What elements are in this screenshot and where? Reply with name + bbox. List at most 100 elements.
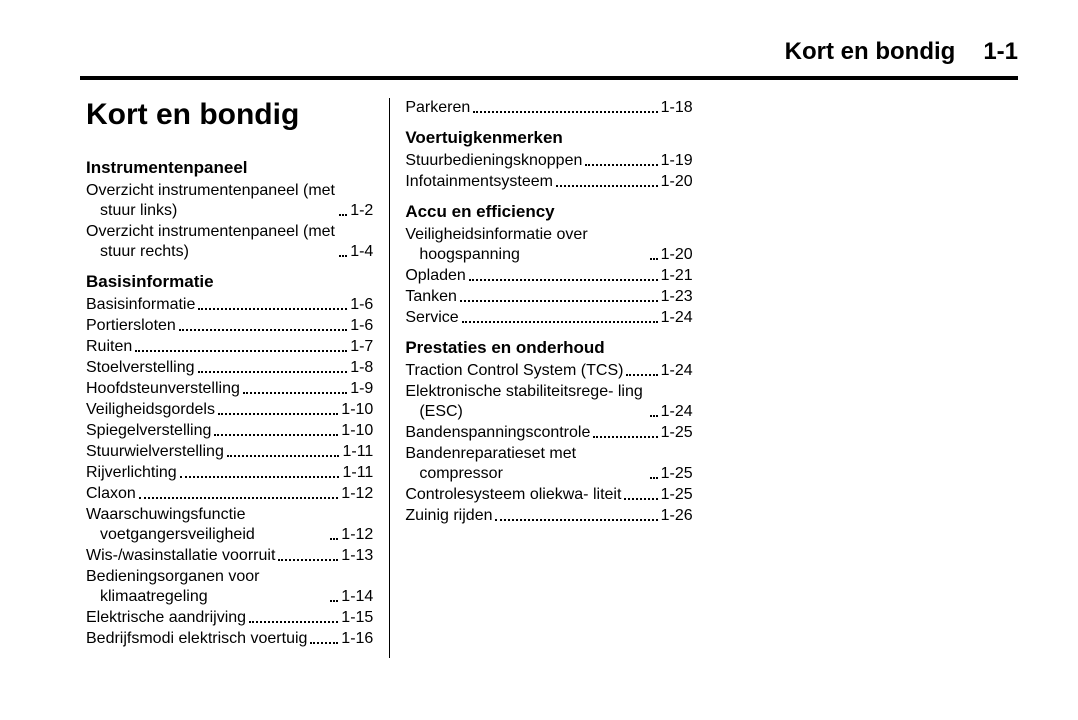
toc-entry-page: 1-2 [350,201,373,221]
toc-leader-dots [218,413,338,415]
toc-entry-label: Spiegelverstelling [100,421,211,441]
toc-leader-dots [462,321,658,323]
toc-entry: Overzicht instrumentenpaneel (met stuur … [86,181,373,221]
toc-entry-page: 1-16 [341,629,373,649]
toc-leader-dots [339,255,347,257]
header-rule [80,76,1018,80]
toc-leader-dots [495,519,657,521]
toc-entry-page: 1-26 [661,506,693,526]
toc-entry: Tanken1-23 [405,287,692,307]
toc-entry-label: Veiligheidsgordels [100,400,215,420]
toc-entry-label: Controlesysteem oliekwa- liteit [419,485,621,505]
toc-leader-dots [469,279,658,281]
toc-entry: Opladen 1-21 [405,266,692,286]
toc-entry-label: Service [419,308,458,328]
toc-entry: Spiegelverstelling 1-10 [86,421,373,441]
toc-entry-page: 1-18 [661,98,693,118]
toc-leader-dots [179,329,347,331]
toc-section-heading: Basisinformatie [86,272,373,292]
toc-entry-page: 1-10 [341,400,373,420]
toc-entry: Waarschuwingsfunctie voetgangersveilighe… [86,505,373,545]
toc-entry-label: Overzicht instrumentenpaneel (met stuur … [100,222,336,262]
toc-entry-page: 1-23 [661,287,693,307]
toc-entry-label: Basisinformatie [100,295,195,315]
toc-leader-dots [180,476,340,478]
toc-entry-label: Waarschuwingsfunctie voetgangersveilighe… [100,505,327,545]
toc-leader-dots [460,300,658,302]
toc-leader-dots [249,621,338,623]
toc-entry-label: Hoofdsteunverstelling [100,379,240,399]
toc-leader-dots [227,455,340,457]
toc-section-heading: Voertuigkenmerken [405,128,692,148]
toc-entry-label: Opladen [419,266,466,286]
toc-entry: Hoofdsteunverstelling1-9 [86,379,373,399]
toc-leader-dots [198,371,348,373]
header-title: Kort en bondig [785,38,956,65]
toc-section-heading: Prestaties en onderhoud [405,338,692,358]
toc-entry-label: Bedieningsorganen voor klimaatregeling [100,567,327,607]
toc-entry-page: 1-25 [661,464,693,484]
toc-entry: Stuurwielverstelling 1-11 [86,442,373,462]
toc-entry-page: 1-24 [661,361,693,381]
toc-entry-page: 1-10 [341,421,373,441]
toc-entry-page: 1-24 [661,402,693,422]
toc-entry-label: Stuurwielverstelling [100,442,224,462]
toc-entry-page: 1-19 [661,151,693,171]
toc-leader-dots [626,374,657,376]
toc-entry-page: 1-12 [341,525,373,545]
toc-entry: Claxon1-12 [86,484,373,504]
toc-entry-page: 1-13 [341,546,373,566]
toc-entry-label: Elektronische stabiliteitsrege- ling (ES… [419,382,646,422]
toc-content: Kort en bondig Instrumentenpaneel Overzic… [80,98,1018,658]
toc-leader-dots [593,436,657,438]
toc-leader-dots [473,111,657,113]
toc-entry-page: 1-7 [350,337,373,357]
toc-entry-label: Traction Control System (TCS) [419,361,623,381]
toc-entry-label: Stuurbedieningsknoppen [419,151,582,171]
toc-entry: Infotainmentsysteem1-20 [405,172,692,192]
toc-entry: Service1-24 [405,308,692,328]
toc-entry-label: Elektrische aandrijving [100,608,246,628]
toc-entry-page: 1-8 [350,358,373,378]
toc-entry-label: Zuinig rijden [419,506,492,526]
toc-entry-label: Wis-/wasinstallatie voorruit [100,546,275,566]
page-title: Kort en bondig [86,98,373,132]
toc-leader-dots [650,415,658,417]
toc-leader-dots [650,477,658,479]
toc-leader-dots [198,308,347,310]
toc-leader-dots [214,434,338,436]
toc-entry: Zuinig rijden 1-26 [405,506,692,526]
toc-entry-label: Parkeren [419,98,470,118]
toc-entry-label: Bandenreparatieset met compressor [419,444,646,484]
toc-entry-page: 1-20 [661,172,693,192]
toc-entry: Bedrijfsmodi elektrisch voertuig1-16 [86,629,373,649]
toc-entry: Bandenspanningscontrole1-25 [405,423,692,443]
toc-entry-label: Rijverlichting [100,463,177,483]
toc-section-heading: Instrumentenpaneel [86,158,373,178]
toc-leader-dots [330,538,338,540]
toc-entry-page: 1-25 [661,485,693,505]
toc-entry: Bandenreparatieset met compressor 1-25 [405,444,692,484]
page-header: Kort en bondig 1-1 [80,38,1018,76]
toc-leader-dots [556,185,658,187]
toc-entry: Traction Control System (TCS) 1-24 [405,361,692,381]
toc-entry: Elektrische aandrijving1-15 [86,608,373,628]
toc-entry: Stoelverstelling1-8 [86,358,373,378]
toc-leader-dots [278,559,338,561]
toc-entry-label: Portiersloten [100,316,176,336]
toc-section-heading: Accu en efficiency [405,202,692,222]
toc-entry: Basisinformatie 1-6 [86,295,373,315]
toc-entry: Veiligheidsinformatie over hoogspanning 1… [405,225,692,265]
toc-entry-page: 1-20 [661,245,693,265]
toc-leader-dots [339,214,347,216]
toc-entry: Elektronische stabiliteitsrege- ling (ES… [405,382,692,422]
toc-leader-dots [139,497,338,499]
toc-entry-page: 1-4 [350,242,373,262]
toc-entry-page: 1-6 [350,295,373,315]
toc-entry-label: Veiligheidsinformatie over hoogspanning [419,225,646,265]
toc-entry-page: 1-21 [661,266,693,286]
toc-leader-dots [243,392,347,394]
toc-entry-label: Bandenspanningscontrole [419,423,590,443]
header-page: 1-1 [983,38,1018,65]
toc-entry-page: 1-11 [342,442,373,462]
